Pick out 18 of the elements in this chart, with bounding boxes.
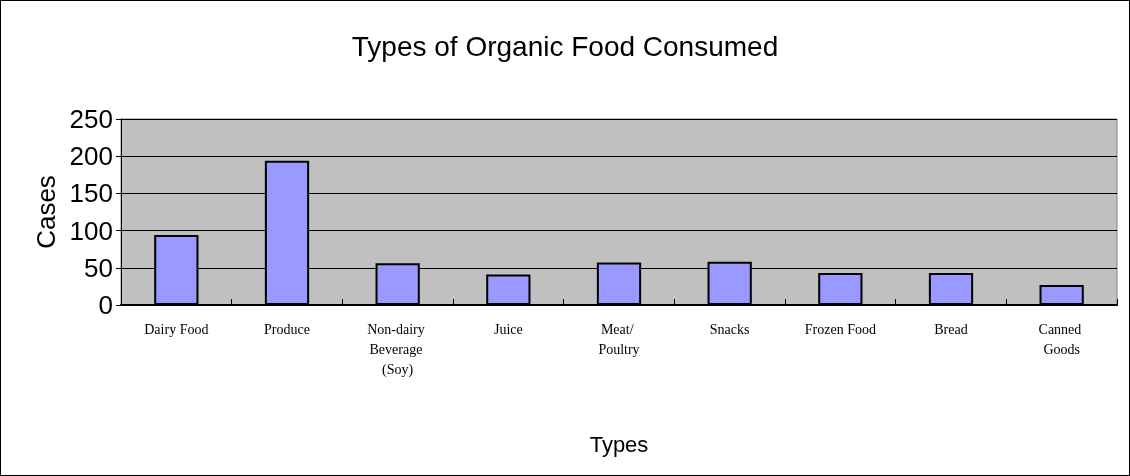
x-tick-label: Meat/ Poultry [598, 321, 640, 357]
y-tick-label: 100 [69, 215, 113, 246]
x-tick-label: Snacks [709, 321, 750, 337]
y-tick-label: 200 [69, 141, 113, 172]
x-tick-label: Frozen Food [804, 321, 876, 337]
y-tick-label: 150 [69, 178, 113, 209]
x-tick-label: Juice [493, 321, 523, 337]
x-axis-title: Types [589, 431, 649, 457]
x-tick-label: Canned Goods [1038, 321, 1085, 357]
x-tick-label: Non-dairy Beverage (Soy) [367, 321, 429, 378]
x-tick-label: Produce [264, 321, 310, 337]
x-tick-label: Bread [934, 321, 968, 337]
chart-title: Types of Organic Food Consumed [351, 30, 779, 62]
y-tick-label: 250 [69, 104, 113, 134]
y-axis-title: Cases [30, 175, 61, 249]
y-tick-label: 0 [98, 290, 113, 320]
x-tick-label: Dairy Food [144, 321, 209, 337]
y-tick-label: 50 [84, 252, 113, 283]
